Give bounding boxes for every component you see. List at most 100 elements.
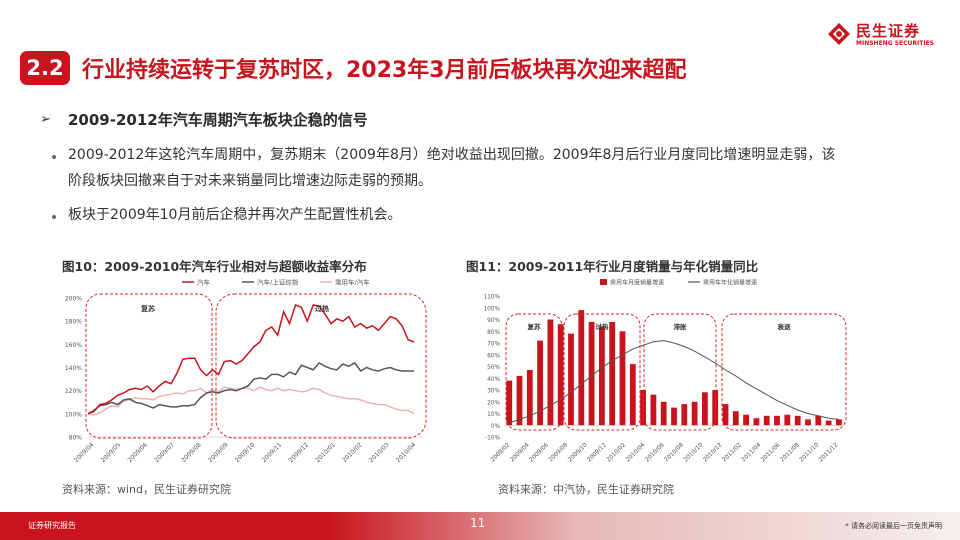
bar <box>506 380 513 426</box>
x-tick-label: 2009/05 <box>100 441 123 464</box>
x-tick-label: 2010/12 <box>702 442 723 463</box>
bar <box>640 390 646 426</box>
y-tick-label: 50% <box>487 365 500 371</box>
page-title: 行业持续运转于复苏时区，2023年3月前后板块再次迎来超配 <box>82 58 687 83</box>
bar <box>526 370 533 426</box>
brand-name: 民生证券 <box>856 22 921 40</box>
x-tick-label: 2011/12 <box>818 442 839 463</box>
bullet-1-line-1: 2009-2012年这轮汽车周期中，复苏期末（2009年8月）绝对收益出现回撤。… <box>68 147 836 163</box>
x-tick-label: 2010/02 <box>606 442 627 463</box>
x-tick-label: 2010/10 <box>683 442 704 463</box>
x-tick-label: 2010/06 <box>644 442 665 463</box>
figure-10-source: 资料来源：wind，民生证券研究院 <box>62 483 232 496</box>
x-tick-label: 2009/09 <box>207 441 230 464</box>
x-tick-label: 2009/10 <box>567 442 588 463</box>
subheading: 2009-2012年汽车周期汽车板块企稳的信号 <box>68 111 368 129</box>
section-number-badge: 2.2 <box>20 51 70 85</box>
figure-10-chart: 汽车 汽车/上证综指 乘用车/汽车 80% 100% 120% 140% 160% 180% 20… <box>65 278 427 464</box>
bar <box>722 404 729 426</box>
bar <box>712 390 719 426</box>
y-tick-label: 90% <box>487 318 500 324</box>
y-tick-label: -10% <box>485 436 500 442</box>
x-tick-label: 2009/04 <box>509 442 530 463</box>
x-tick-label: 2010/04 <box>395 441 418 464</box>
bar <box>578 310 585 426</box>
phase-label-overheat: 过热 <box>315 304 329 313</box>
x-tick-label: 2009/07 <box>153 441 176 464</box>
y-tick-label: 30% <box>487 389 500 395</box>
bar <box>784 414 791 426</box>
phase-label-recovery: 复苏 <box>527 322 542 331</box>
bullet-dot-icon <box>52 215 56 219</box>
bar <box>774 415 780 426</box>
series-line <box>509 340 839 424</box>
bar <box>815 415 822 426</box>
phase-box-overheat <box>215 293 427 439</box>
bar <box>763 415 770 426</box>
phase-label-stagflation: 滞胀 <box>674 322 688 331</box>
x-tick-label: 2009/12 <box>287 441 310 464</box>
x-tick-label: 2010/03 <box>368 441 391 464</box>
y-tick-label: 0% <box>491 424 501 430</box>
bar <box>671 407 677 426</box>
bar <box>619 331 626 426</box>
bullet-1-line-2: 阶段板块回撤来自于对未来销量同比增速边际走弱的预期。 <box>68 173 432 189</box>
series-line <box>87 361 414 415</box>
x-tick-label: 2010/02 <box>341 441 364 464</box>
x-tick-label: 2011/04 <box>741 442 762 463</box>
y-tick-label: 120% <box>65 388 82 395</box>
x-tick-label: 2010/08 <box>664 442 685 463</box>
series-line <box>87 304 415 415</box>
x-tick-label: 2009/10 <box>234 441 257 464</box>
x-tick-label: 2011/02 <box>722 442 743 463</box>
bar <box>609 321 616 426</box>
bar <box>681 404 688 426</box>
x-tick-label: 2010/04 <box>625 442 646 463</box>
y-tick-label: 200% <box>65 296 82 303</box>
brand-logo: 民生证券 MINSHENG SECURITIES <box>826 18 936 52</box>
footer-report-label: 证券研究报告 <box>28 521 76 530</box>
figure-11-title: 图11：2009-2011年行业月度销量与年化销量同比 <box>466 259 759 274</box>
bar <box>516 375 523 426</box>
x-tick-label: 2009/08 <box>548 442 569 463</box>
legend-label: 乘用车年化销量增速 <box>703 279 757 287</box>
x-tick-label: 2011/06 <box>760 442 781 463</box>
bar <box>537 340 543 426</box>
bar <box>629 364 636 426</box>
x-tick-label: 2009/06 <box>529 442 550 463</box>
bar <box>753 418 760 426</box>
x-tick-label: 2011/10 <box>799 442 820 463</box>
y-tick-label: 60% <box>487 353 500 359</box>
bar <box>650 394 657 426</box>
y-tick-label: 80% <box>487 330 500 336</box>
phase-box-recovery <box>505 313 563 431</box>
legend-label: 乘用车月度销量增速 <box>610 279 664 287</box>
bar <box>702 392 708 426</box>
phase-label-recession: 衰退 <box>777 322 792 331</box>
y-tick-label: 110% <box>483 295 500 301</box>
phase-label-overheat: 过热 <box>596 322 610 331</box>
legend-swatch <box>600 279 607 285</box>
bar <box>794 415 801 426</box>
x-tick-label: 2009/02 <box>490 442 511 463</box>
series-line <box>87 386 415 416</box>
phase-box-stagflation <box>643 313 717 431</box>
legend-label: 乘用车/汽车 <box>335 278 370 287</box>
phase-box-recession <box>721 313 847 431</box>
bar <box>691 401 698 426</box>
x-tick-label: 2011/08 <box>780 442 801 463</box>
phase-box-recovery <box>85 293 213 439</box>
figure-10-title: 图10：2009-2010年汽车行业相对与超额收益率分布 <box>62 259 367 274</box>
x-tick-label: 2009/04 <box>73 441 96 464</box>
footer-disclaimer: * 请务必阅读最后一页免责声明 <box>845 522 942 530</box>
bar <box>568 333 574 426</box>
bar <box>547 319 554 426</box>
bar <box>557 324 564 426</box>
bar <box>743 414 749 426</box>
figure-11-chart: 乘用车月度销量增速 乘用车年化销量增速 -10% 0% 10% 20% 30% 40% 50% 6… <box>483 279 847 463</box>
legend-label: 汽车/上证综指 <box>257 278 299 287</box>
bar <box>732 411 739 426</box>
bullet-2: 板块于2009年10月前后企稳并再次产生配置性机会。 <box>68 207 402 223</box>
y-tick-label: 40% <box>487 377 500 383</box>
x-tick-label: 2009/08 <box>180 441 203 464</box>
